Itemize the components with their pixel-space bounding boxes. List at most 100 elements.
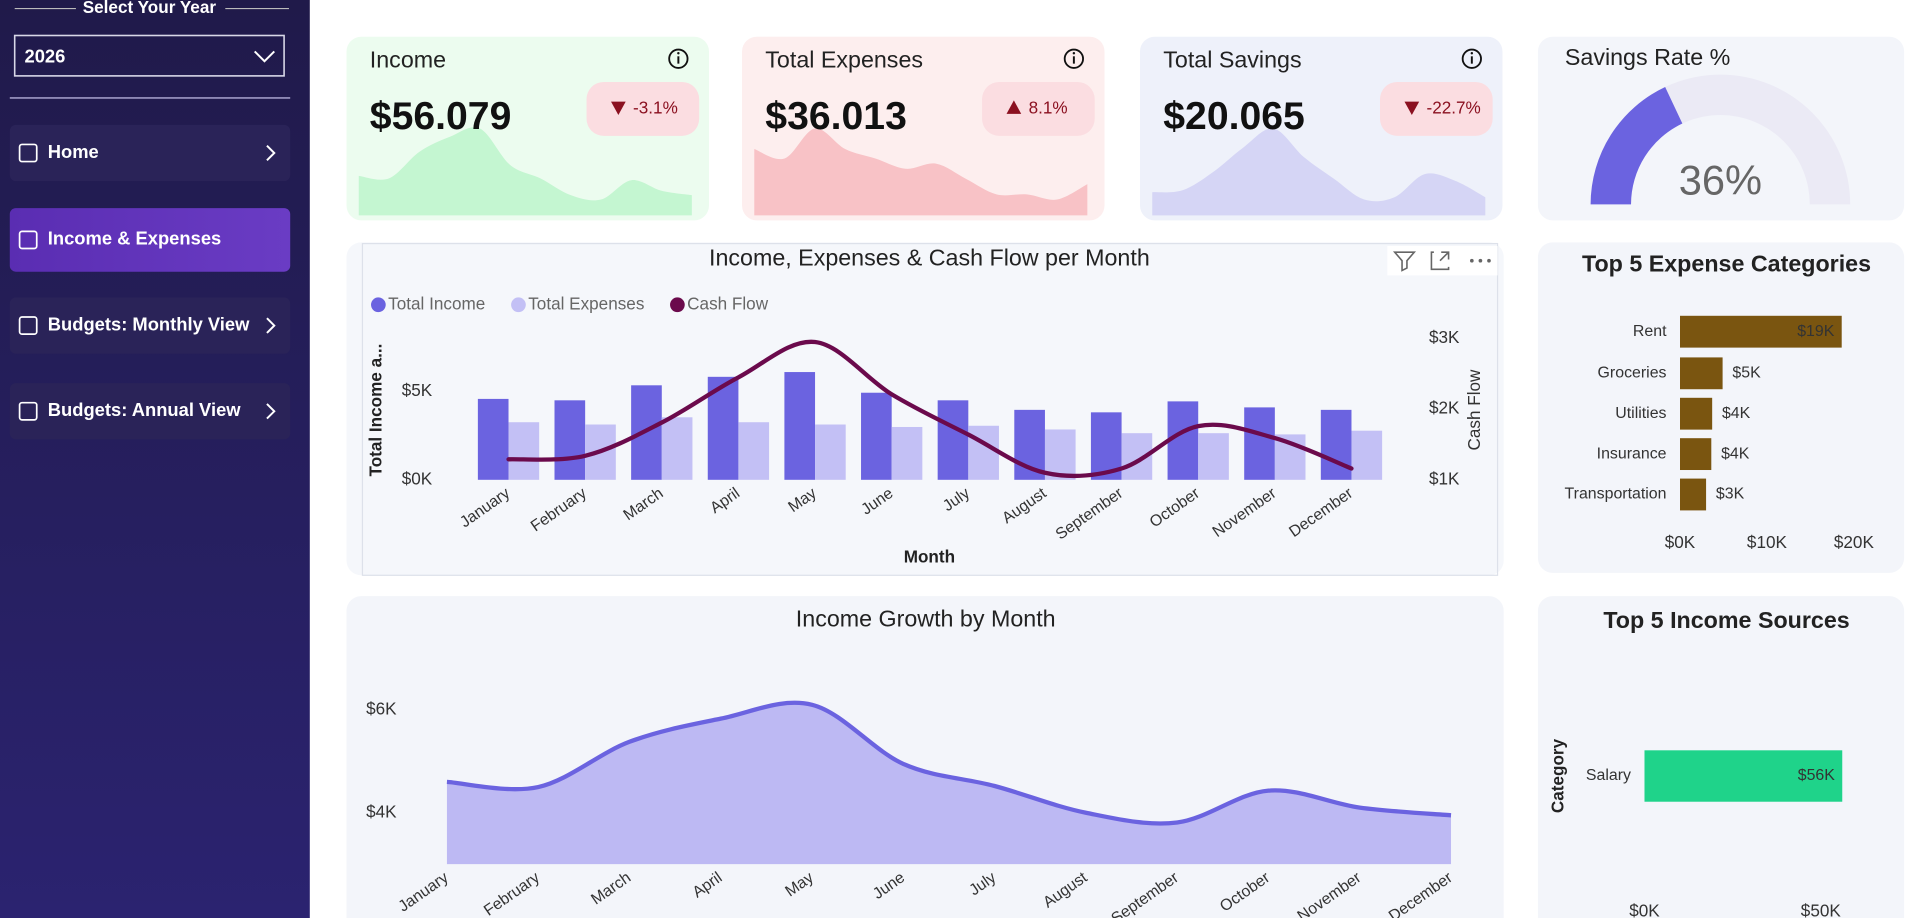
year-label: Select Your Year [83,0,217,17]
chart-title: Income, Expenses & Cash Flow per Month [709,245,1150,271]
kpi-value: $20.065 [1163,95,1305,138]
nav-icon [18,230,38,250]
bar [1198,433,1229,480]
info-icon-dot [1072,52,1076,55]
kpi-title: Total Expenses [765,46,923,72]
y2-tick-label: $3K [1429,327,1460,347]
x-tick-label: $20K [1834,532,1875,552]
bar [661,417,693,480]
kpi-sparkline [358,127,692,216]
x-tick-label: $50K [1801,900,1842,918]
category-label: Insurance [1597,445,1667,462]
kpi-value: $56.079 [370,95,512,138]
y-tick-label: $4K [366,801,397,821]
kpi-badge [982,82,1095,136]
bar [1680,315,1842,348]
category-label: Groceries [1598,365,1667,382]
data-label: $3K [1716,486,1745,503]
nav-label: Home [48,141,99,162]
legend-label: Total Expenses [528,293,644,313]
kpi-title: Income [370,46,446,72]
year-value: 2026 [24,45,65,66]
bar [1680,478,1707,511]
nav-item[interactable]: Budgets: Monthly View [9,297,291,354]
x-axis-title: Month [904,547,955,567]
data-label: $56K [1798,767,1836,784]
bar [861,392,892,480]
y-tick-label: $0K [402,468,433,488]
kpi-badge [1380,82,1493,136]
y2-tick-label: $2K [1429,398,1460,418]
kpi-change: 8.1% [1029,97,1068,117]
bar [1680,438,1712,471]
kpi-arrow [611,101,626,116]
bar [1680,357,1723,390]
kpi-change: -22.7% [1427,97,1481,117]
nav-label: Budgets: Annual View [48,399,242,420]
info-icon[interactable] [668,48,689,69]
legend-marker [511,297,526,313]
kpi-arrow [1404,101,1420,116]
legend-marker [371,297,386,313]
chart-title: Savings Rate % [1565,44,1730,70]
category-label: Rent [1633,323,1667,340]
legend-label: Total Income [388,293,485,313]
bar [1320,409,1352,480]
visual-toolbar [1387,246,1498,276]
bar [1680,397,1713,430]
bar [937,400,969,480]
year-dropdown[interactable] [13,34,285,77]
data-label: $4K [1722,405,1751,422]
chart-title: Top 5 Expense Categories [1582,251,1871,277]
info-icon[interactable] [1063,48,1084,69]
nav-item[interactable]: Income & Expenses [9,208,291,272]
nav-button[interactable] [9,124,291,182]
data-label: $4K [1721,445,1750,462]
kpi-badge [586,82,700,136]
gauge-label: 36% [1679,157,1762,204]
data-label: $19K [1797,323,1835,340]
y2-axis-title: Cash Flow [1464,369,1484,451]
bar [784,372,816,480]
growth-card [346,596,1504,918]
kpi-title: Total Savings [1163,46,1301,72]
bar [968,425,999,480]
nav-icon [18,316,38,336]
info-icon[interactable] [1461,48,1482,69]
nav-button[interactable] [9,383,291,440]
gauge-value [1590,87,1683,205]
nav-button[interactable] [9,297,291,354]
nav-label: Budgets: Monthly View [48,313,250,334]
x-tick-label: $10K [1747,532,1788,552]
kpi-arrow [1006,100,1022,114]
bar [891,426,923,480]
bar [477,398,509,480]
nav-item[interactable]: Budgets: Annual View [9,383,291,440]
kpi-change: -3.1% [633,97,678,117]
combo-focus-frame [361,242,1499,576]
area-line [446,700,1452,826]
bar [1644,750,1843,802]
info-icon-dot [1470,52,1474,55]
nav-button[interactable] [9,208,291,272]
y-axis-title: Total Income a... [366,344,386,477]
info-icon-dot [677,52,680,55]
nav-chevron [266,317,276,334]
legend-marker [670,297,685,313]
focus-mode-icon[interactable] [1430,251,1450,271]
dropdown-chevron [254,50,275,63]
bar [1244,407,1275,480]
bar [1044,429,1076,480]
more-options-icon[interactable] [1470,258,1491,263]
area-fill [446,702,1452,865]
x-tick-label: $0K [1629,900,1660,918]
chart-title: Income Growth by Month [796,606,1056,632]
chart-title: Top 5 Income Sources [1603,607,1849,633]
combo-card [346,242,1504,576]
bar [1167,401,1199,480]
filter-icon[interactable] [1392,251,1417,272]
y2-tick-label: $1K [1429,468,1460,488]
nav-item[interactable]: Home [9,124,291,182]
